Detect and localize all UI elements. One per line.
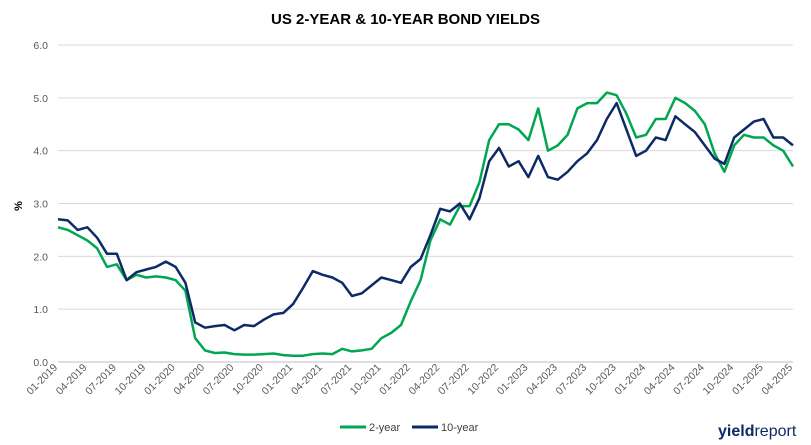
brand-logo: yieldreport [718, 423, 797, 440]
series-lines [57, 91, 795, 357]
x-tick-label: 01-2023 [495, 362, 531, 398]
x-tick-label: 01-2021 [260, 362, 296, 398]
x-tick-label: 01-2022 [377, 362, 413, 398]
legend-label-10-year: 10-year [441, 422, 479, 434]
x-tick-label: 04-2021 [289, 362, 325, 398]
x-tick-label: 07-2021 [318, 362, 354, 398]
series-line-10-year [57, 101, 794, 332]
brand-yield-text: yield [718, 423, 754, 440]
x-tick-label: 10-2021 [348, 362, 384, 398]
y-tick-label: 3.0 [33, 199, 48, 211]
brand-report-text: report [754, 423, 796, 440]
x-tick-label: 04-2019 [54, 362, 90, 398]
legend: 2-year 10-year [340, 422, 479, 434]
chart-title: US 2-YEAR & 10-YEAR BOND YIELDS [271, 11, 540, 28]
x-tick-label: 07-2020 [201, 362, 237, 398]
y-tick-label: 0.0 [33, 357, 48, 369]
x-tick-label: 07-2024 [671, 362, 707, 398]
legend-label-2-year: 2-year [369, 422, 401, 434]
x-tick-label: 01-2024 [612, 362, 648, 398]
x-tick-label: 01-2025 [730, 362, 766, 398]
x-axis-ticks: 01-201904-201907-201910-201901-202004-20… [24, 362, 795, 398]
x-tick-label: 10-2019 [113, 362, 149, 398]
y-axis-ticks: 0.0 1.0 2.0 3.0 4.0 5.0 6.0 [33, 40, 48, 369]
x-tick-label: 10-2022 [465, 362, 501, 398]
y-tick-label: 4.0 [33, 146, 48, 158]
x-tick-label: 10-2023 [583, 362, 619, 398]
x-tick-label: 04-2022 [407, 362, 443, 398]
brand-wordmark: yieldreport [718, 423, 797, 440]
x-tick-label: 07-2023 [554, 362, 590, 398]
y-axis-label: % [13, 201, 25, 211]
x-tick-label: 07-2022 [436, 362, 472, 398]
x-tick-label: 04-2020 [171, 362, 207, 398]
x-tick-label: 04-2023 [524, 362, 560, 398]
x-tick-label: 10-2020 [230, 362, 266, 398]
x-tick-label: 04-2025 [759, 362, 795, 398]
y-tick-label: 2.0 [33, 251, 48, 263]
y-tick-label: 1.0 [33, 304, 48, 316]
gridlines [58, 44, 793, 363]
x-tick-label: 04-2024 [642, 362, 678, 398]
y-tick-label: 6.0 [33, 40, 48, 52]
y-tick-label: 5.0 [33, 93, 48, 105]
x-tick-label: 07-2019 [83, 362, 119, 398]
x-tick-label: 10-2024 [701, 362, 737, 398]
x-tick-label: 01-2020 [142, 362, 178, 398]
series-line-2-year [57, 91, 795, 357]
